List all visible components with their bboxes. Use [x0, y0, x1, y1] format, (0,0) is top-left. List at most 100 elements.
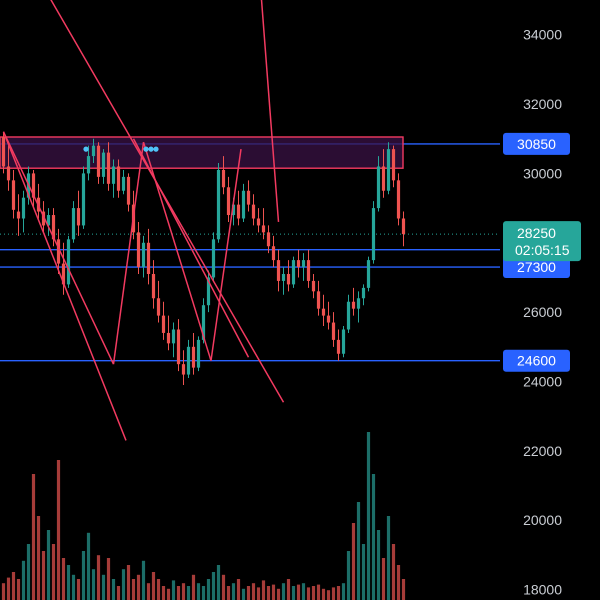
- volume-bar: [211, 572, 216, 600]
- candle-body: [371, 208, 376, 261]
- volume-bar: [206, 579, 211, 600]
- candle-body: [86, 156, 91, 174]
- candle-body: [56, 239, 61, 264]
- candle-body: [251, 204, 256, 219]
- candle-body: [376, 166, 381, 209]
- candle-body: [21, 197, 26, 219]
- candle-body: [191, 346, 196, 368]
- volume-bar: [316, 584, 321, 600]
- volume-bar: [296, 584, 301, 600]
- volume-bar: [46, 530, 51, 600]
- trendline: [260, 0, 280, 223]
- candle-body: [361, 287, 366, 299]
- volume-bar: [166, 588, 171, 600]
- volume-bar: [221, 574, 226, 600]
- volume-bar: [151, 572, 156, 600]
- volume-bar: [181, 583, 186, 600]
- volume-bar: [351, 523, 356, 600]
- candle-body: [101, 152, 106, 177]
- level-label: 24600: [517, 353, 556, 369]
- candle-body: [76, 208, 81, 226]
- volume-bar: [186, 586, 191, 600]
- volume-bar: [341, 583, 346, 600]
- candle-body: [171, 329, 176, 344]
- volume-bar: [101, 574, 106, 600]
- candle-body: [386, 149, 391, 191]
- volume-bar: [126, 565, 131, 600]
- candle-body: [141, 242, 146, 268]
- y-tick-label: 22000: [523, 443, 562, 459]
- volume-bar: [1, 583, 6, 600]
- volume-bar: [116, 586, 121, 600]
- y-tick-label: 30000: [523, 165, 562, 181]
- candle-body: [226, 187, 231, 216]
- volume-bar: [31, 474, 36, 600]
- volume-bar: [111, 579, 116, 600]
- candle-body: [91, 145, 96, 157]
- candle-body: [286, 273, 291, 285]
- volume-bar: [376, 530, 381, 600]
- candle-body: [231, 204, 236, 216]
- candle-body: [121, 176, 126, 191]
- candle-body: [176, 329, 181, 365]
- volume-bar: [81, 551, 86, 600]
- price-level-lines: [0, 143, 500, 362]
- volume-bar: [286, 579, 291, 600]
- volume-bar: [41, 551, 46, 600]
- volume-bar: [21, 560, 26, 600]
- volume-bar: [251, 583, 256, 600]
- volume-bar: [16, 579, 21, 600]
- price-axis[interactable]: 34000 32000 30000 26000 24000 22000 20000 18000: [523, 27, 562, 598]
- trendline: [142, 141, 212, 361]
- candle-body: [181, 364, 186, 375]
- candle-body: [96, 145, 101, 177]
- zone-rect: [0, 136, 404, 169]
- volume-bar: [326, 590, 331, 600]
- volume-bar: [171, 580, 176, 600]
- candle-body: [61, 263, 66, 285]
- volume-bar: [36, 516, 41, 600]
- candle-body: [166, 332, 171, 344]
- candle-body: [336, 339, 341, 354]
- candle-body: [106, 152, 111, 184]
- volume-bar: [356, 502, 361, 600]
- candle-body: [281, 273, 286, 281]
- candles: [1, 131, 406, 385]
- candle-body: [301, 260, 306, 268]
- level-label-bg: [503, 349, 570, 372]
- volume-bar: [156, 579, 161, 600]
- volume-bar: [6, 577, 11, 600]
- volume-bar: [201, 586, 206, 600]
- candle-body: [316, 291, 321, 309]
- signal-markers: [83, 146, 159, 152]
- candle-body: [321, 308, 326, 316]
- volume-bar: [291, 586, 296, 600]
- volume-bar: [191, 574, 196, 600]
- trendlines[interactable]: [2, 0, 285, 441]
- candle-body: [291, 260, 296, 285]
- volume-bar: [231, 583, 236, 600]
- volume-bar: [261, 580, 266, 600]
- volume-bar: [391, 544, 396, 600]
- y-tick-label: 34000: [523, 27, 562, 43]
- candle-body: [46, 215, 51, 226]
- candle-body: [331, 322, 336, 340]
- candle-body: [366, 260, 371, 288]
- volume-bar: [401, 579, 406, 600]
- candle-body: [71, 208, 76, 240]
- candle-body: [261, 225, 266, 233]
- resistance-zone: [0, 136, 404, 169]
- volume-bar: [361, 544, 366, 600]
- candle-body: [221, 169, 226, 188]
- trendline: [2, 131, 127, 441]
- volume-bar: [311, 586, 316, 600]
- candle-body: [116, 166, 121, 191]
- volume-bar: [381, 558, 386, 600]
- signal-marker: [148, 146, 154, 152]
- candle-body: [161, 315, 166, 333]
- candle-body: [311, 280, 316, 292]
- volume-bar: [256, 587, 261, 600]
- volume-bar: [301, 583, 306, 600]
